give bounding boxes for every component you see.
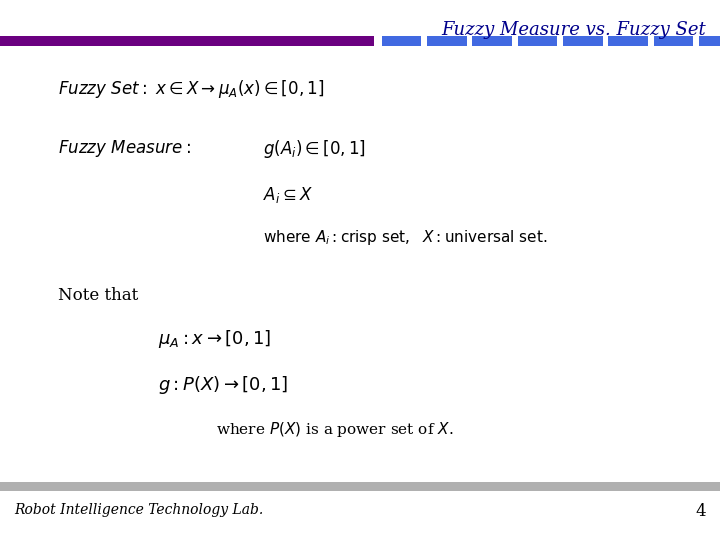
Text: $\mu_A : x \rightarrow [0,1]$: $\mu_A : x \rightarrow [0,1]$ — [158, 328, 271, 350]
Text: $\mathit{Fuzzy\ Set} : \ x \in X \rightarrow \mu_A(x) \in [0,1]$: $\mathit{Fuzzy\ Set} : \ x \in X \righta… — [58, 78, 324, 100]
FancyBboxPatch shape — [518, 36, 557, 46]
FancyBboxPatch shape — [427, 36, 467, 46]
FancyBboxPatch shape — [654, 36, 693, 46]
Text: Note that: Note that — [58, 287, 138, 304]
FancyBboxPatch shape — [699, 36, 720, 46]
Text: $\mathrm{where}\ A_i : \mathrm{crisp\ set,}\ \ X : \mathrm{universal\ set.}$: $\mathrm{where}\ A_i : \mathrm{crisp\ se… — [263, 228, 547, 247]
Text: $g(A_i) \in [0,1]$: $g(A_i) \in [0,1]$ — [263, 138, 366, 160]
FancyBboxPatch shape — [0, 482, 720, 491]
Text: $A_i \subseteq X$: $A_i \subseteq X$ — [263, 185, 313, 205]
FancyBboxPatch shape — [472, 36, 512, 46]
Text: Robot Intelligence Technology Lab.: Robot Intelligence Technology Lab. — [14, 503, 264, 517]
FancyBboxPatch shape — [0, 36, 374, 46]
FancyBboxPatch shape — [382, 36, 421, 46]
Text: $g : P(X) \rightarrow [0,1]$: $g : P(X) \rightarrow [0,1]$ — [158, 374, 289, 396]
Text: Fuzzy Measure vs. Fuzzy Set: Fuzzy Measure vs. Fuzzy Set — [441, 21, 706, 38]
Text: $\mathit{Fuzzy\ Measure} :$: $\mathit{Fuzzy\ Measure} :$ — [58, 138, 190, 159]
Text: where $P(X)$ is a power set of $X.$: where $P(X)$ is a power set of $X.$ — [216, 420, 454, 439]
FancyBboxPatch shape — [563, 36, 603, 46]
FancyBboxPatch shape — [608, 36, 648, 46]
Text: 4: 4 — [695, 503, 706, 520]
